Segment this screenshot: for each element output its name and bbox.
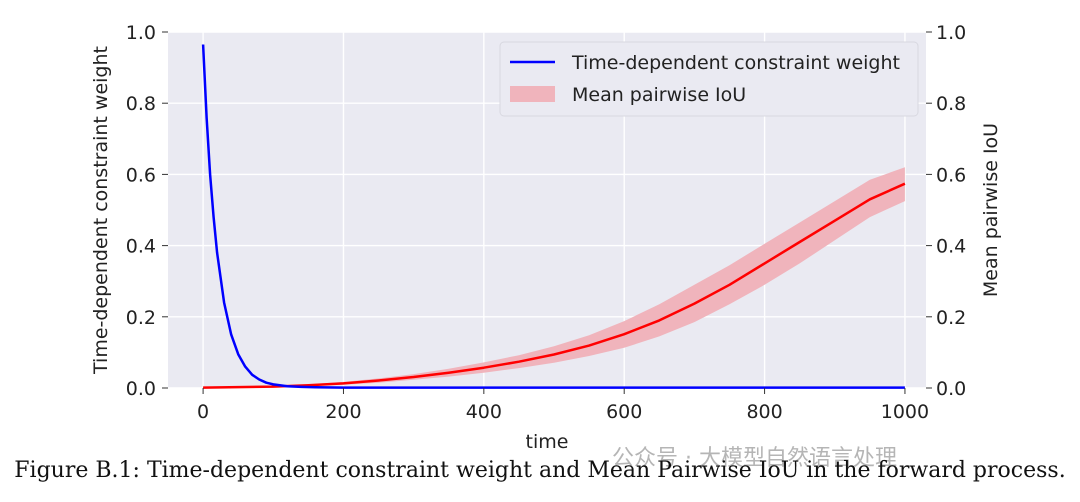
y-left-tick-label: 0.4 xyxy=(126,236,156,258)
y-axis-left-label: Time-dependent constraint weight xyxy=(90,46,112,375)
x-tick-label: 600 xyxy=(606,401,642,423)
weight-line xyxy=(201,44,905,389)
y-left-tick-label: 0.0 xyxy=(126,378,156,400)
legend-swatch-iou xyxy=(510,86,555,102)
axes: 0 200 400 600 800 1000 0.0 0.0 0.2 0.2 0.4 0.4 0.6 0.… xyxy=(126,22,966,423)
legend-box xyxy=(499,41,919,117)
y-left-tick-label: 0.2 xyxy=(126,307,156,329)
legend-label-weight: Time-dependent constraint weight xyxy=(571,52,900,74)
figure-caption: Figure B.1: Time-dependent constraint we… xyxy=(14,458,1066,483)
x-tick-label: 200 xyxy=(325,401,361,423)
y-left-tick-label: 0.6 xyxy=(126,164,156,186)
y-axis-right-label: Mean pairwise IoU xyxy=(980,123,1002,297)
x-axis-label: time xyxy=(526,431,569,453)
legend-label-iou: Mean pairwise IoU xyxy=(572,84,746,106)
x-tick-label: 400 xyxy=(466,401,502,423)
y-right-tick-label: 0.4 xyxy=(936,236,966,258)
y-left-tick-label: 1.0 xyxy=(126,22,156,44)
y-right-tick-label: 0.0 xyxy=(936,378,966,400)
y-right-tick-label: 0.8 xyxy=(936,93,966,115)
iou-mean-line xyxy=(203,182,906,389)
x-tick-label: 800 xyxy=(746,401,782,423)
x-tick-label: 0 xyxy=(197,401,209,423)
legend: Time-dependent constraint weight Mean pa… xyxy=(499,41,919,117)
y-left-tick-label: 0.8 xyxy=(126,93,156,115)
chart: 0 200 400 600 800 1000 0.0 0.0 0.2 0.2 0.4 0.4 0.6 0.… xyxy=(90,22,1002,453)
watermark: 公众号 · 大模型自然语言处理 xyxy=(612,446,897,471)
x-tick-label: 1000 xyxy=(881,401,929,423)
y-right-tick-label: 0.6 xyxy=(936,164,966,186)
line-layer xyxy=(201,44,906,389)
iou-band-layer xyxy=(203,167,905,388)
iou-band xyxy=(203,167,905,388)
y-right-tick-label: 1.0 xyxy=(936,22,966,44)
y-right-tick-label: 0.2 xyxy=(936,307,966,329)
